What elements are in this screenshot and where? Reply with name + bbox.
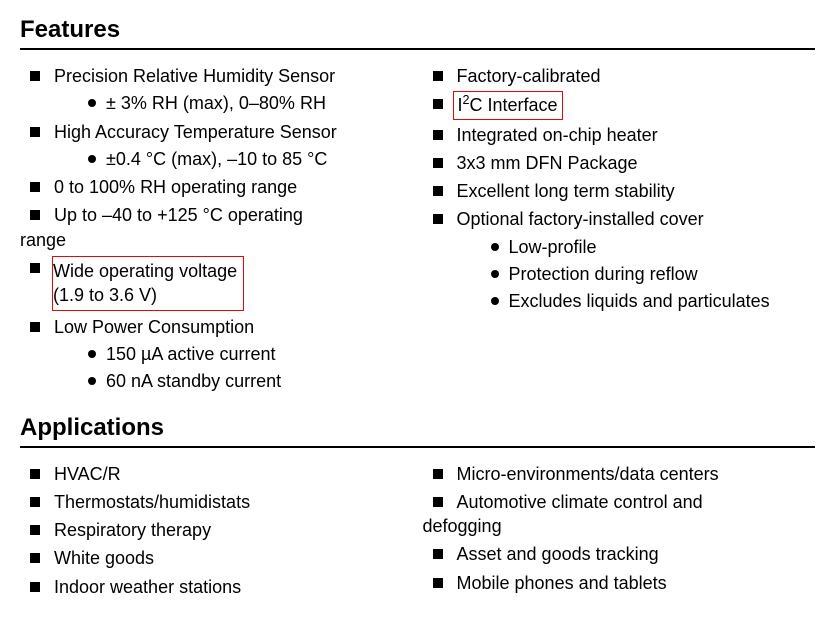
list-item: Automotive climate control and defogging (423, 490, 816, 539)
list-item: High Accuracy Temperature Sensor±0.4 °C … (20, 120, 413, 172)
applications-col-left: HVAC/R Thermostats/humidistats Respiratory… (20, 458, 413, 603)
applications-col-right: Micro-environments/data centers Automotiv… (423, 458, 816, 603)
list-item: Respiratory therapy (20, 518, 413, 542)
sub-list-item: 150 µA active current (84, 342, 413, 366)
list-item: Indoor weather stations (20, 575, 413, 599)
list-item: Low Power Consumption150 µA active curre… (20, 315, 413, 394)
list-item: Mobile phones and tablets (423, 571, 816, 595)
sub-list-item: 60 nA standby current (84, 369, 413, 393)
applications-heading: Applications (20, 414, 815, 442)
list-item: Factory-calibrated (423, 64, 816, 88)
applications-rule (20, 446, 815, 448)
list-item: Optional factory-installed coverLow-prof… (423, 207, 816, 313)
features-col-left: Precision Relative Humidity Sensor± 3% R… (20, 60, 413, 398)
list-item: Excellent long term stability (423, 179, 816, 203)
list-item: 3x3 mm DFN Package (423, 151, 816, 175)
sub-list-item: Protection during reflow (487, 262, 816, 286)
sub-list-item: ± 3% RH (max), 0–80% RH (84, 91, 413, 115)
list-item: Asset and goods tracking (423, 542, 816, 566)
list-item: I2C Interface (423, 92, 816, 118)
applications-columns: HVAC/R Thermostats/humidistats Respiratory… (20, 458, 815, 603)
list-item: Wide operating voltage(1.9 to 3.6 V) (20, 256, 413, 311)
list-item: Up to –40 to +125 °C operating range (20, 203, 413, 252)
list-item: Integrated on-chip heater (423, 123, 816, 147)
list-item: Precision Relative Humidity Sensor± 3% R… (20, 64, 413, 116)
list-item: White goods (20, 546, 413, 570)
sub-list-item: Excludes liquids and particulates (487, 289, 816, 313)
list-item: 0 to 100% RH operating range (20, 175, 413, 199)
features-col-right: Factory-calibrated I2C Interface Integrate… (423, 60, 816, 398)
list-item: Micro-environments/data centers (423, 462, 816, 486)
features-heading: Features (20, 16, 815, 44)
list-item: HVAC/R (20, 462, 413, 486)
features-rule (20, 48, 815, 50)
sub-list-item: Low-profile (487, 235, 816, 259)
list-item: Thermostats/humidistats (20, 490, 413, 514)
features-columns: Precision Relative Humidity Sensor± 3% R… (20, 60, 815, 398)
sub-list-item: ±0.4 °C (max), –10 to 85 °C (84, 147, 413, 171)
